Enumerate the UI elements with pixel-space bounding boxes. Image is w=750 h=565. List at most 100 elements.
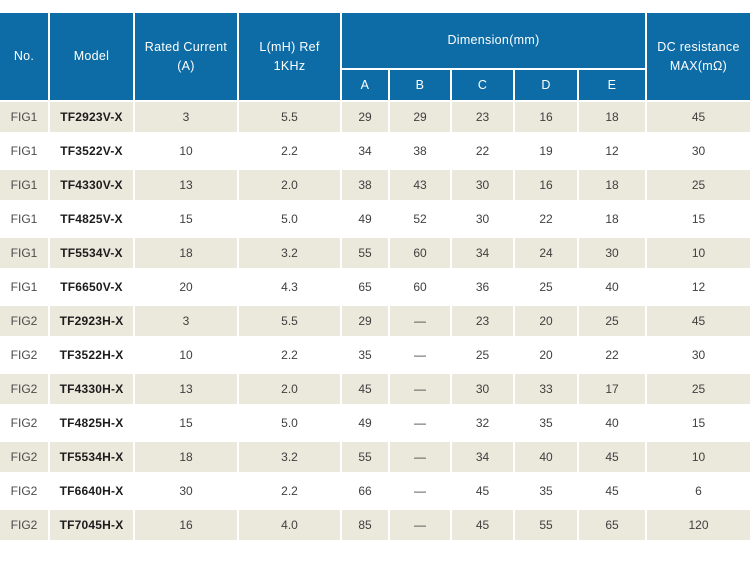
cell-inductance: 4.3 bbox=[237, 270, 340, 304]
header-dimension: Dimension(mm) bbox=[340, 13, 645, 70]
cell-inductance: 3.2 bbox=[237, 236, 340, 270]
table-row: FIG1 TF6650V-X 20 4.3 65 60 36 25 40 12 bbox=[0, 270, 750, 304]
header-dim-c: C bbox=[450, 70, 513, 100]
cell-rated-current: 13 bbox=[133, 168, 237, 202]
cell-dim-d: 33 bbox=[513, 372, 577, 406]
cell-dim-c: 30 bbox=[450, 202, 513, 236]
cell-no: FIG1 bbox=[10, 212, 38, 226]
cell-dim-e: 22 bbox=[577, 338, 645, 372]
table-row: FIG2 TF7045H-X 16 4.0 85 — 45 55 65 120 bbox=[0, 508, 750, 542]
cell-dim-a: 85 bbox=[340, 508, 388, 542]
cell-model: TF4330V-X bbox=[48, 168, 133, 202]
cell-no: FIG2 bbox=[0, 304, 48, 338]
cell-rated-current: 30 bbox=[133, 474, 237, 508]
header-inductance-line2: 1KHz bbox=[273, 58, 306, 73]
cell-dim-a: 35 bbox=[340, 338, 388, 372]
table-row: FIG1 TF4825V-X 15 5.0 49 52 30 22 18 15 bbox=[0, 202, 750, 236]
cell-dim-b: — bbox=[388, 304, 450, 338]
cell-no: FIG2 bbox=[0, 508, 48, 542]
cell-no: FIG1 bbox=[10, 280, 38, 294]
cell-dim-e: 18 bbox=[577, 100, 645, 134]
table-row: FIG2 TF4825H-X 15 5.0 49 — 32 35 40 15 bbox=[0, 406, 750, 440]
cell-dc-resistance: 10 bbox=[645, 440, 750, 474]
cell-model: TF6650V-X bbox=[48, 270, 133, 304]
cell-model: TF3522V-X bbox=[48, 134, 133, 168]
cell-dim-d: 20 bbox=[513, 338, 577, 372]
table-header: No. Model Rated Current (A) L(mH) Ref 1K… bbox=[0, 13, 750, 100]
cell-dim-e: 18 bbox=[577, 202, 645, 236]
header-dim-e: E bbox=[577, 70, 645, 100]
cell-dc-resistance: 45 bbox=[645, 100, 750, 134]
cell-dim-b: 52 bbox=[388, 202, 450, 236]
cell-model: TF5534H-X bbox=[48, 440, 133, 474]
cell-dim-c: 45 bbox=[450, 508, 513, 542]
table-row: FIG1 TF4330V-X 13 2.0 38 43 30 16 18 25 bbox=[0, 168, 750, 202]
cell-dim-e: 12 bbox=[577, 134, 645, 168]
cell-model: TF4825V-X bbox=[48, 202, 133, 236]
cell-dc-resistance: 25 bbox=[645, 372, 750, 406]
cell-model: TF2923H-X bbox=[48, 304, 133, 338]
cell-dim-c: 22 bbox=[450, 134, 513, 168]
cell-no: FIG1 bbox=[0, 100, 48, 134]
cell-dc-resistance: 120 bbox=[645, 508, 750, 542]
header-dc-resistance-line1: DC resistance bbox=[657, 39, 740, 54]
cell-dim-c: 23 bbox=[450, 100, 513, 134]
cell-model: TF4825H-X bbox=[48, 406, 133, 440]
cell-inductance: 5.5 bbox=[237, 304, 340, 338]
cell-dim-b: — bbox=[388, 508, 450, 542]
cell-dim-a: 45 bbox=[340, 372, 388, 406]
table-row: FIG2 TF4330H-X 13 2.0 45 — 30 33 17 25 bbox=[0, 372, 750, 406]
cell-dc-resistance: 45 bbox=[645, 304, 750, 338]
cell-dc-resistance: 30 bbox=[645, 134, 750, 168]
header-dim-a: A bbox=[340, 70, 388, 100]
cell-dim-b: — bbox=[388, 338, 450, 372]
header-inductance: L(mH) Ref 1KHz bbox=[237, 13, 340, 100]
cell-dim-a: 49 bbox=[340, 406, 388, 440]
cell-dim-e: 45 bbox=[577, 474, 645, 508]
cell-model: TF2923V-X bbox=[48, 100, 133, 134]
cell-rated-current: 18 bbox=[133, 236, 237, 270]
cell-dim-e: 40 bbox=[577, 406, 645, 440]
cell-dim-e: 45 bbox=[577, 440, 645, 474]
cell-dim-d: 35 bbox=[513, 474, 577, 508]
cell-dc-resistance: 15 bbox=[645, 202, 750, 236]
cell-dim-b: 38 bbox=[388, 134, 450, 168]
cell-no: FIG2 bbox=[0, 372, 48, 406]
cell-model: TF4330H-X bbox=[48, 372, 133, 406]
cell-dim-a: 66 bbox=[340, 474, 388, 508]
cell-dim-b: — bbox=[388, 372, 450, 406]
cell-no: FIG1 bbox=[10, 144, 38, 158]
header-dc-resistance-line2: MAX(mΩ) bbox=[669, 58, 728, 73]
header-no: No. bbox=[0, 13, 48, 100]
cell-model: TF6640H-X bbox=[48, 474, 133, 508]
cell-rated-current: 15 bbox=[133, 202, 237, 236]
cell-dim-d: 40 bbox=[513, 440, 577, 474]
cell-dim-e: 65 bbox=[577, 508, 645, 542]
cell-dim-c: 30 bbox=[450, 168, 513, 202]
cell-no: FIG2 bbox=[10, 348, 38, 362]
table-row: FIG1 TF3522V-X 10 2.2 34 38 22 19 12 30 bbox=[0, 134, 750, 168]
cell-no: FIG2 bbox=[10, 484, 38, 498]
cell-rated-current: 3 bbox=[133, 100, 237, 134]
cell-dim-d: 16 bbox=[513, 168, 577, 202]
cell-rated-current: 10 bbox=[133, 134, 237, 168]
header-dim-b: B bbox=[388, 70, 450, 100]
cell-rated-current: 13 bbox=[133, 372, 237, 406]
cell-inductance: 5.5 bbox=[237, 100, 340, 134]
cell-dim-b: 43 bbox=[388, 168, 450, 202]
header-model: Model bbox=[48, 13, 133, 100]
cell-dim-a: 65 bbox=[340, 270, 388, 304]
table-row: FIG2 TF3522H-X 10 2.2 35 — 25 20 22 30 bbox=[0, 338, 750, 372]
cell-dim-c: 36 bbox=[450, 270, 513, 304]
cell-model: TF5534V-X bbox=[48, 236, 133, 270]
cell-dim-c: 45 bbox=[450, 474, 513, 508]
cell-dc-resistance: 6 bbox=[645, 474, 750, 508]
cell-no: FIG1 bbox=[0, 236, 48, 270]
header-rated-current: Rated Current (A) bbox=[133, 13, 237, 100]
cell-inductance: 2.2 bbox=[237, 474, 340, 508]
cell-dim-e: 30 bbox=[577, 236, 645, 270]
cell-no: FIG2 bbox=[0, 440, 48, 474]
cell-inductance: 4.0 bbox=[237, 508, 340, 542]
cell-dim-e: 40 bbox=[577, 270, 645, 304]
cell-dim-b: — bbox=[388, 474, 450, 508]
